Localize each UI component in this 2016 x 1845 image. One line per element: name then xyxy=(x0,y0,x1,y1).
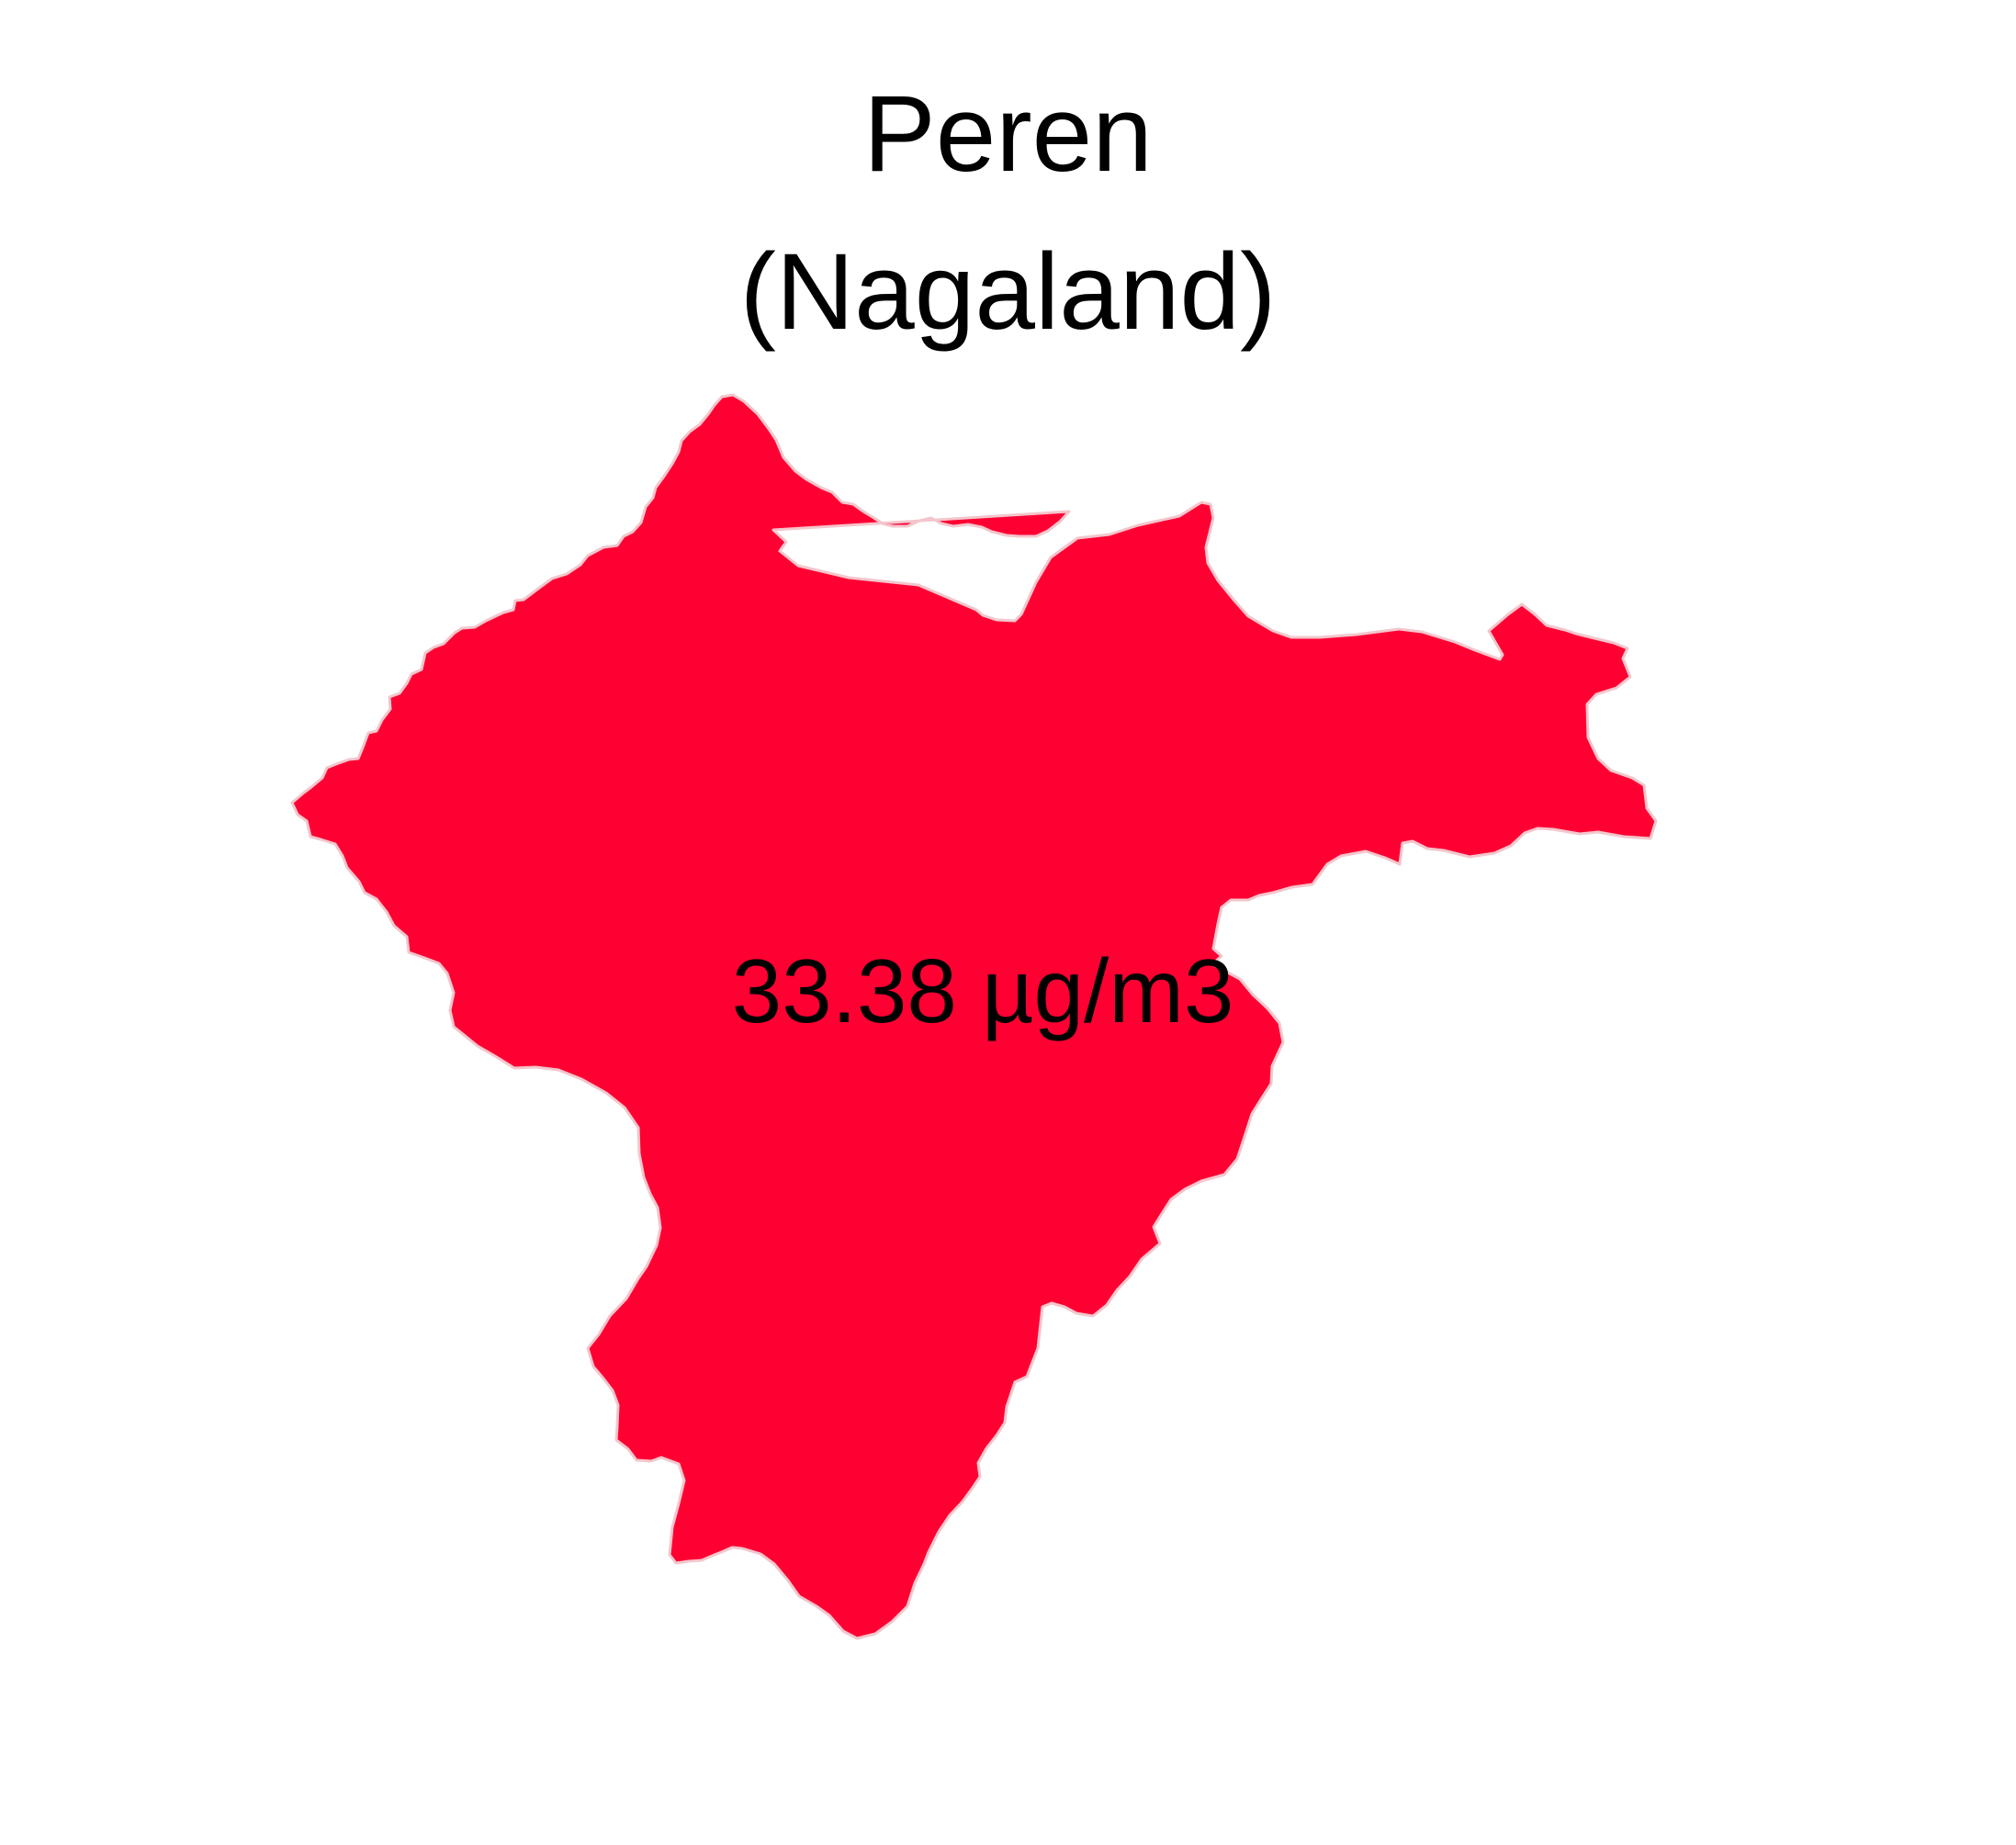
pm25-value-label: 33.38 µg/m3 xyxy=(732,940,1234,1041)
title-state: (Nagaland) xyxy=(739,231,1277,353)
title-district: Peren xyxy=(863,73,1153,195)
district-region-peren xyxy=(290,393,1658,1640)
map-title: Peren (Nagaland) xyxy=(0,55,2016,371)
